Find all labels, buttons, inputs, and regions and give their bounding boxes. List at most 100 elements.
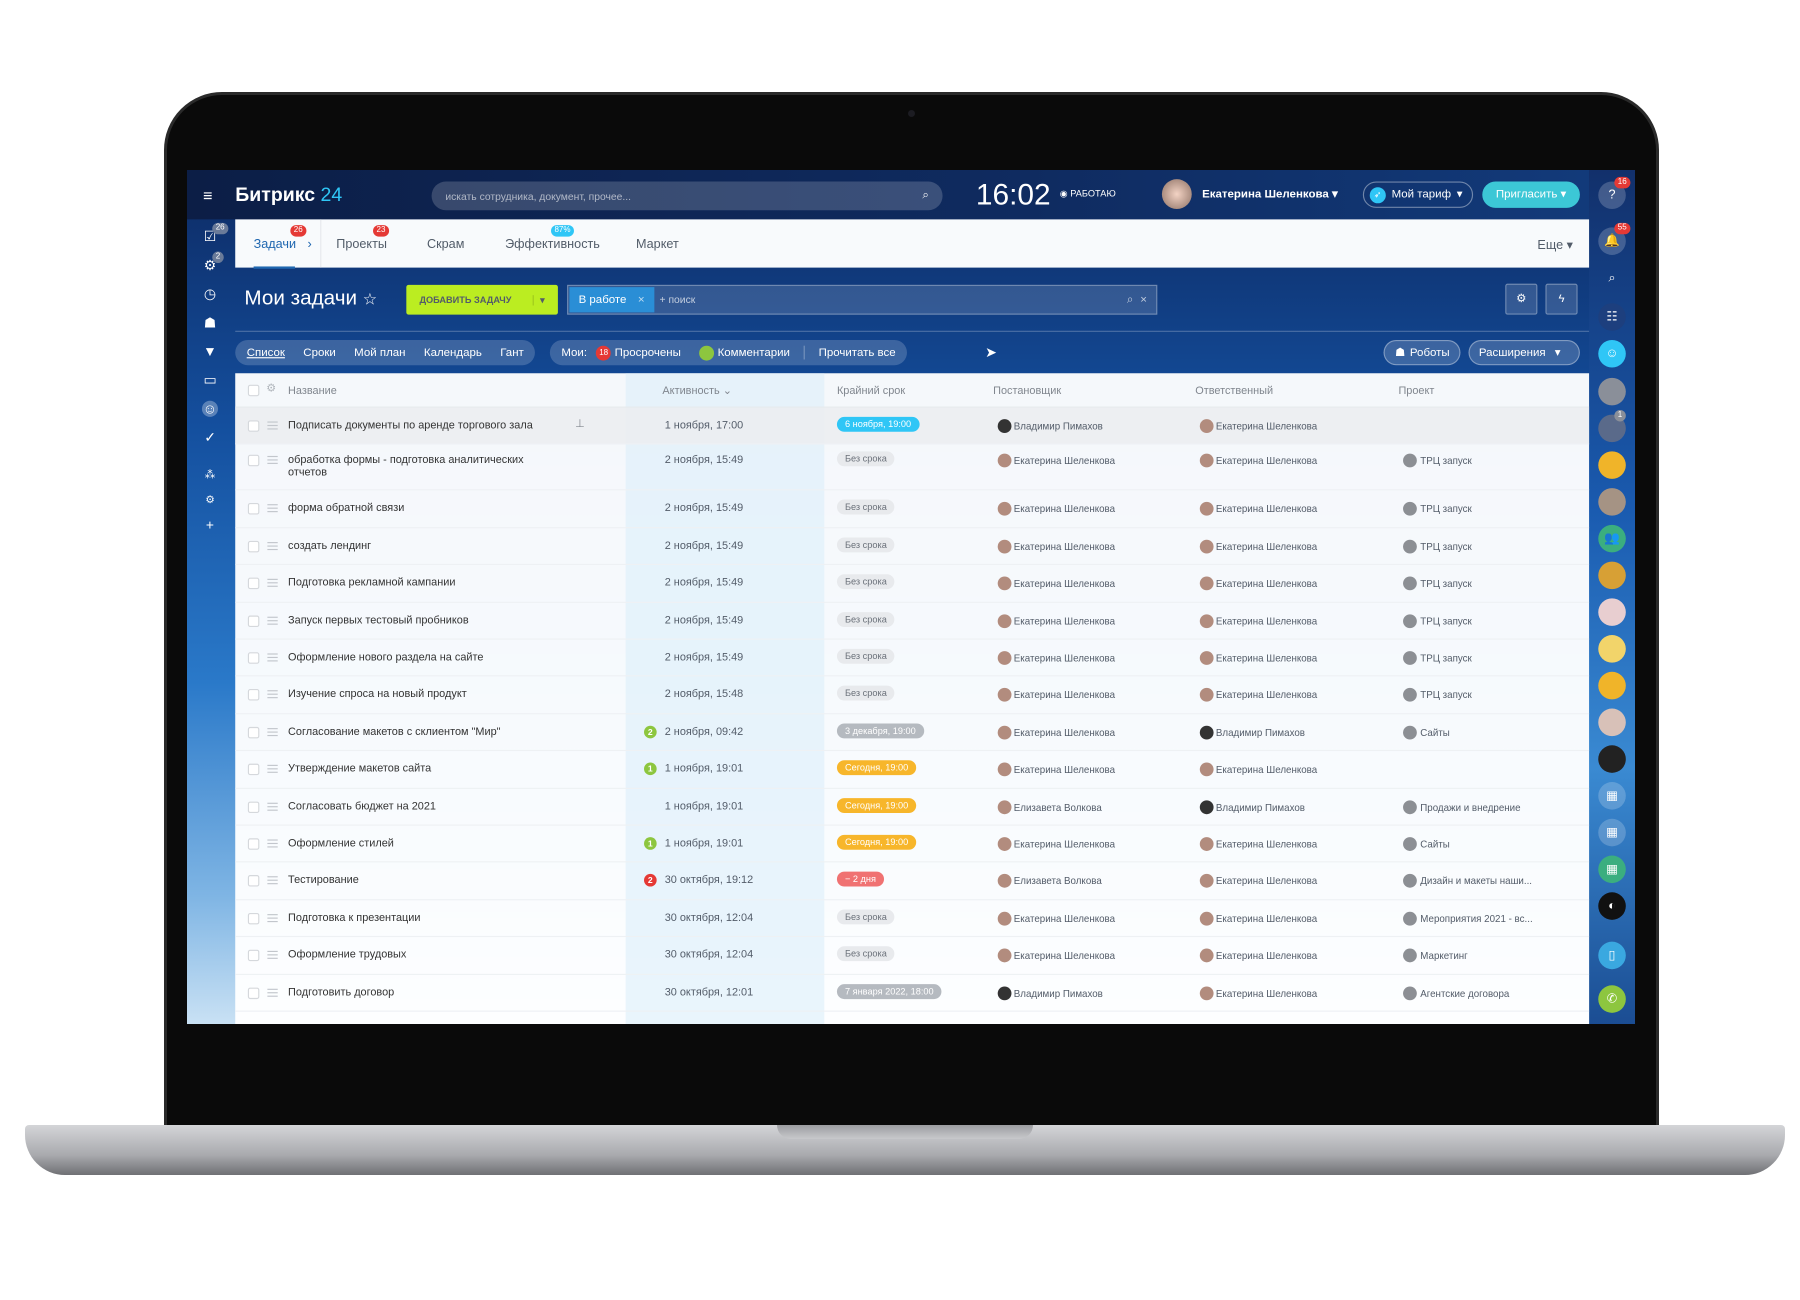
creator-name[interactable]: Екатерина Шеленкова xyxy=(1013,652,1116,664)
drag-handle-icon[interactable] xyxy=(267,456,278,465)
creator-avatar[interactable] xyxy=(997,985,1012,1000)
table-row[interactable]: Подготовка к презентации 30 октября, 12:0… xyxy=(235,900,1590,938)
creator-name[interactable]: Екатерина Шеленкова xyxy=(1013,540,1116,553)
project-name[interactable]: Агентские договора xyxy=(1420,987,1510,999)
creator-avatar[interactable] xyxy=(997,688,1012,703)
calendar-icon[interactable]: ▦ xyxy=(1598,855,1626,884)
check-icon[interactable]: ✓ xyxy=(204,429,216,446)
global-search-input[interactable]: искать сотрудника, документ, прочее... ⌕ xyxy=(431,181,943,211)
deadline-badge[interactable]: 6 ноября, 19:00 xyxy=(836,416,920,432)
responsible-name[interactable]: Екатерина Шеленкова xyxy=(1215,689,1318,701)
row-checkbox[interactable] xyxy=(247,615,260,627)
filter-chip[interactable]: В работе × xyxy=(569,287,654,313)
group-chat-icon[interactable]: 👥 xyxy=(1598,524,1626,553)
chat-icon[interactable]: ☷ xyxy=(1598,303,1626,331)
responsible-name[interactable]: Екатерина Шеленкова xyxy=(1215,763,1318,776)
chat-avatar[interactable] xyxy=(1598,708,1626,737)
robots-button[interactable]: ☗ Роботы xyxy=(1383,339,1461,366)
deadline-badge[interactable]: Без срока xyxy=(836,451,895,467)
table-row[interactable]: Тестирование 2 30 октября, 19:12 − 2 дня Ели… xyxy=(235,863,1590,901)
add-task-button[interactable]: ДОБАВИТЬ ЗАДАЧУ ▾ xyxy=(406,284,558,315)
work-status[interactable]: ◉ РАБОТАЮ xyxy=(1060,188,1116,198)
responsible-avatar[interactable] xyxy=(1199,911,1214,926)
task-name[interactable]: Подготовить договор xyxy=(288,985,395,999)
robot-icon[interactable]: ☗ xyxy=(203,314,217,331)
creator-avatar[interactable] xyxy=(997,874,1012,889)
tab-2[interactable]: Скрам xyxy=(427,238,464,252)
column-creator[interactable]: Постановщик xyxy=(993,384,1062,398)
responsible-avatar[interactable] xyxy=(1199,419,1214,433)
structure-icon[interactable]: ⁂ xyxy=(204,468,216,481)
drag-handle-icon[interactable] xyxy=(267,839,278,848)
project-name[interactable]: ТРЦ запуск xyxy=(1420,503,1472,515)
deadline-badge[interactable]: Без срока xyxy=(836,946,895,962)
creator-name[interactable]: Елизавета Волкова xyxy=(1013,875,1102,887)
table-row[interactable]: Оформление стилей 1 1 ноября, 19:01 Сегодня… xyxy=(235,826,1590,863)
task-name[interactable]: Подготовка к презентации xyxy=(288,911,421,925)
row-checkbox[interactable] xyxy=(247,763,260,776)
chevron-down-icon[interactable]: ▾ xyxy=(532,294,545,305)
responsible-name[interactable]: Екатерина Шеленкова xyxy=(1215,540,1318,553)
table-row[interactable]: Оформление трудовых 30 октября, 12:04 Без … xyxy=(235,937,1590,975)
responsible-name[interactable]: Екатерина Шеленкова xyxy=(1215,652,1318,664)
table-row[interactable]: Согласование макетов с склиентом "Мир" 2 2… xyxy=(235,714,1590,752)
row-checkbox[interactable] xyxy=(247,689,260,701)
chat-avatar[interactable] xyxy=(1598,377,1626,406)
search-icon[interactable]: ⌕ xyxy=(1608,271,1616,285)
drag-handle-icon[interactable] xyxy=(267,727,278,736)
drag-handle-icon[interactable] xyxy=(267,876,278,885)
deadline-badge[interactable]: Без срока xyxy=(836,611,895,627)
deadline-badge[interactable]: Без срока xyxy=(836,500,895,515)
logo[interactable]: Битрикс 24 xyxy=(235,184,342,207)
view-1[interactable]: Сроки xyxy=(303,346,336,359)
creator-name[interactable]: Елизавета Волкова xyxy=(1013,801,1102,813)
column-responsible[interactable]: Ответственный xyxy=(1195,384,1274,398)
responsible-name[interactable]: Екатерина Шеленкова xyxy=(1215,455,1318,467)
contact-center-icon[interactable]: ☺ xyxy=(1598,339,1626,368)
comments-counter[interactable]: Комментарии xyxy=(699,345,790,361)
project-name[interactable]: Маркетинг xyxy=(1420,949,1468,962)
table-row[interactable]: Запуск первых тестовый пробников 2 ноября… xyxy=(235,602,1590,640)
project-name[interactable]: ТРЦ запуск xyxy=(1420,577,1472,590)
deadline-badge[interactable]: 3 декабря, 19:00 xyxy=(836,723,924,739)
table-row[interactable]: Подготовить договор 30 октября, 12:01 7 ян… xyxy=(235,974,1590,1012)
view-4[interactable]: Гант xyxy=(500,346,524,359)
column-activity[interactable]: Активность ⌄ xyxy=(662,384,732,398)
row-checkbox[interactable] xyxy=(247,838,260,850)
project-name[interactable]: Сайты xyxy=(1420,838,1450,850)
task-name[interactable]: Подписать документы по аренде торгового … xyxy=(288,419,533,432)
creator-avatar[interactable] xyxy=(997,948,1012,963)
responsible-avatar[interactable] xyxy=(1199,502,1214,517)
creator-avatar[interactable] xyxy=(997,725,1012,740)
project-name[interactable]: ТРЦ запуск xyxy=(1420,689,1472,701)
deadline-badge[interactable]: 7 января 2022, 18:00 xyxy=(836,983,942,999)
project-name[interactable]: Продажи и внедрение xyxy=(1420,801,1521,813)
extensions-button[interactable]: Расширения ▾ xyxy=(1468,339,1580,366)
mobile-icon[interactable]: ▯ xyxy=(1598,941,1626,970)
task-name[interactable]: Согласование макетов с склиентом "Мир" xyxy=(288,725,501,739)
settings-icon[interactable]: ⚙ xyxy=(205,493,215,506)
deadline-badge[interactable]: Без срока xyxy=(836,648,895,664)
tabs-more-button[interactable]: Еще ▾ xyxy=(1537,238,1573,253)
creator-name[interactable]: Екатерина Шеленкова xyxy=(1013,689,1116,701)
project-name[interactable]: Сайты xyxy=(1420,726,1450,739)
drag-handle-icon[interactable] xyxy=(267,504,278,513)
deadline-badge[interactable]: Сегодня, 19:00 xyxy=(836,797,917,813)
chevron-right-icon[interactable]: › xyxy=(307,237,312,252)
invite-button[interactable]: Пригласить ▾ xyxy=(1482,181,1580,208)
table-row[interactable]: форма обратной связи 2 ноября, 15:49 Без с… xyxy=(235,491,1590,529)
responsible-name[interactable]: Екатерина Шеленкова xyxy=(1215,420,1318,432)
responsible-name[interactable]: Екатерина Шеленкова xyxy=(1215,875,1318,887)
task-name[interactable]: Подготовка рекламной кампании xyxy=(288,576,456,590)
creator-avatar[interactable] xyxy=(997,651,1012,665)
steam-icon[interactable]: ◐ xyxy=(1598,892,1626,920)
responsible-avatar[interactable] xyxy=(1199,454,1214,468)
tab-3[interactable]: Эффективность 87% xyxy=(505,225,600,252)
project-name[interactable]: ТРЦ запуск xyxy=(1420,652,1472,664)
clock[interactable]: 16:02 xyxy=(975,176,1051,212)
table-row[interactable]: Подготовка рекламной кампании 2 ноября, 1… xyxy=(235,565,1590,603)
search-icon[interactable]: ⌕ xyxy=(1126,293,1134,307)
row-checkbox[interactable] xyxy=(247,949,260,962)
row-checkbox[interactable] xyxy=(247,726,260,739)
row-checkbox[interactable] xyxy=(247,801,260,813)
